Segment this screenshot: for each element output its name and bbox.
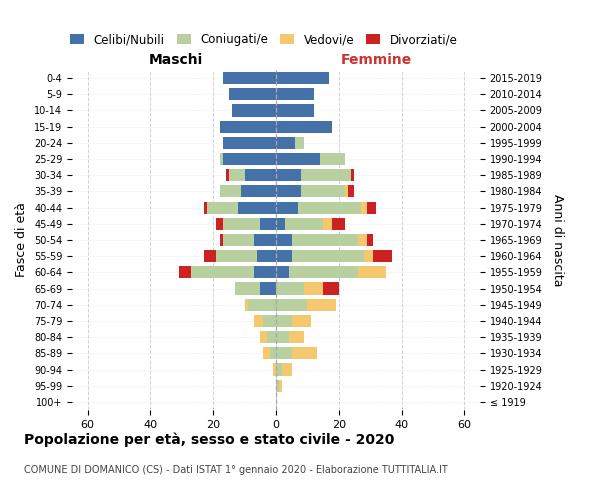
Bar xyxy=(270,348,276,360)
Bar xyxy=(358,234,367,246)
Bar xyxy=(301,186,345,198)
Bar xyxy=(345,186,348,198)
Bar xyxy=(220,153,223,165)
Bar xyxy=(279,380,282,392)
Bar xyxy=(276,153,320,165)
Bar xyxy=(223,137,276,149)
Bar xyxy=(241,186,276,198)
Bar xyxy=(263,348,270,360)
Bar xyxy=(273,364,276,376)
Text: COMUNE DI DOMANICO (CS) - Dati ISTAT 1° gennaio 2020 - Elaborazione TUTTITALIA.I: COMUNE DI DOMANICO (CS) - Dati ISTAT 1° … xyxy=(24,465,448,475)
Bar xyxy=(373,250,392,262)
Bar xyxy=(235,282,260,294)
Bar xyxy=(276,202,298,213)
Bar xyxy=(276,120,332,132)
Bar xyxy=(223,72,276,84)
Bar xyxy=(204,250,217,262)
Bar xyxy=(245,298,248,311)
Bar xyxy=(292,348,317,360)
Bar xyxy=(323,282,339,294)
Bar xyxy=(298,202,361,213)
Bar xyxy=(220,120,276,132)
Bar xyxy=(245,169,276,181)
Bar xyxy=(367,202,376,213)
Bar xyxy=(282,364,292,376)
Bar xyxy=(220,186,241,198)
Bar xyxy=(223,218,260,230)
Bar xyxy=(217,218,223,230)
Bar xyxy=(276,137,295,149)
Bar xyxy=(266,331,276,343)
Legend: Celibi/Nubili, Coniugati/e, Vedovi/e, Divorziati/e: Celibi/Nubili, Coniugati/e, Vedovi/e, Di… xyxy=(65,28,462,50)
Bar xyxy=(260,282,276,294)
Bar xyxy=(276,104,314,117)
Bar xyxy=(289,266,358,278)
Bar xyxy=(292,315,311,327)
Bar xyxy=(248,298,276,311)
Bar xyxy=(217,250,257,262)
Bar xyxy=(223,234,254,246)
Bar xyxy=(276,234,292,246)
Bar xyxy=(276,364,282,376)
Bar xyxy=(304,282,323,294)
Bar xyxy=(276,331,289,343)
Bar xyxy=(332,218,345,230)
Bar xyxy=(301,169,352,181)
Bar xyxy=(361,202,367,213)
Bar xyxy=(276,348,292,360)
Bar xyxy=(254,266,276,278)
Bar xyxy=(286,218,323,230)
Bar xyxy=(232,104,276,117)
Bar xyxy=(257,250,276,262)
Bar xyxy=(292,250,364,262)
Bar xyxy=(307,298,335,311)
Bar xyxy=(260,331,266,343)
Bar xyxy=(254,234,276,246)
Bar xyxy=(276,266,289,278)
Bar xyxy=(191,266,254,278)
Bar xyxy=(207,202,238,213)
Bar xyxy=(263,315,276,327)
Bar xyxy=(292,234,358,246)
Bar xyxy=(226,169,229,181)
Bar xyxy=(179,266,191,278)
Bar xyxy=(260,218,276,230)
Bar xyxy=(276,298,307,311)
Bar xyxy=(364,250,373,262)
Bar xyxy=(352,169,355,181)
Bar xyxy=(367,234,373,246)
Bar xyxy=(276,72,329,84)
Bar xyxy=(223,153,276,165)
Bar xyxy=(238,202,276,213)
Bar xyxy=(276,315,292,327)
Bar xyxy=(204,202,207,213)
Bar xyxy=(295,137,304,149)
Bar xyxy=(276,186,301,198)
Bar xyxy=(276,282,304,294)
Bar xyxy=(229,88,276,101)
Text: Maschi: Maschi xyxy=(148,53,203,67)
Bar xyxy=(276,250,292,262)
Bar xyxy=(348,186,355,198)
Bar xyxy=(323,218,332,230)
Bar xyxy=(229,169,245,181)
Bar xyxy=(254,315,263,327)
Bar xyxy=(276,169,301,181)
Text: Popolazione per età, sesso e stato civile - 2020: Popolazione per età, sesso e stato civil… xyxy=(24,432,394,447)
Bar xyxy=(276,88,314,101)
Bar xyxy=(276,218,286,230)
Y-axis label: Fasce di età: Fasce di età xyxy=(16,202,28,278)
Bar xyxy=(289,331,304,343)
Text: Femmine: Femmine xyxy=(341,53,412,67)
Bar xyxy=(220,234,223,246)
Bar xyxy=(358,266,386,278)
Y-axis label: Anni di nascita: Anni di nascita xyxy=(551,194,564,286)
Bar xyxy=(276,380,279,392)
Bar xyxy=(320,153,345,165)
